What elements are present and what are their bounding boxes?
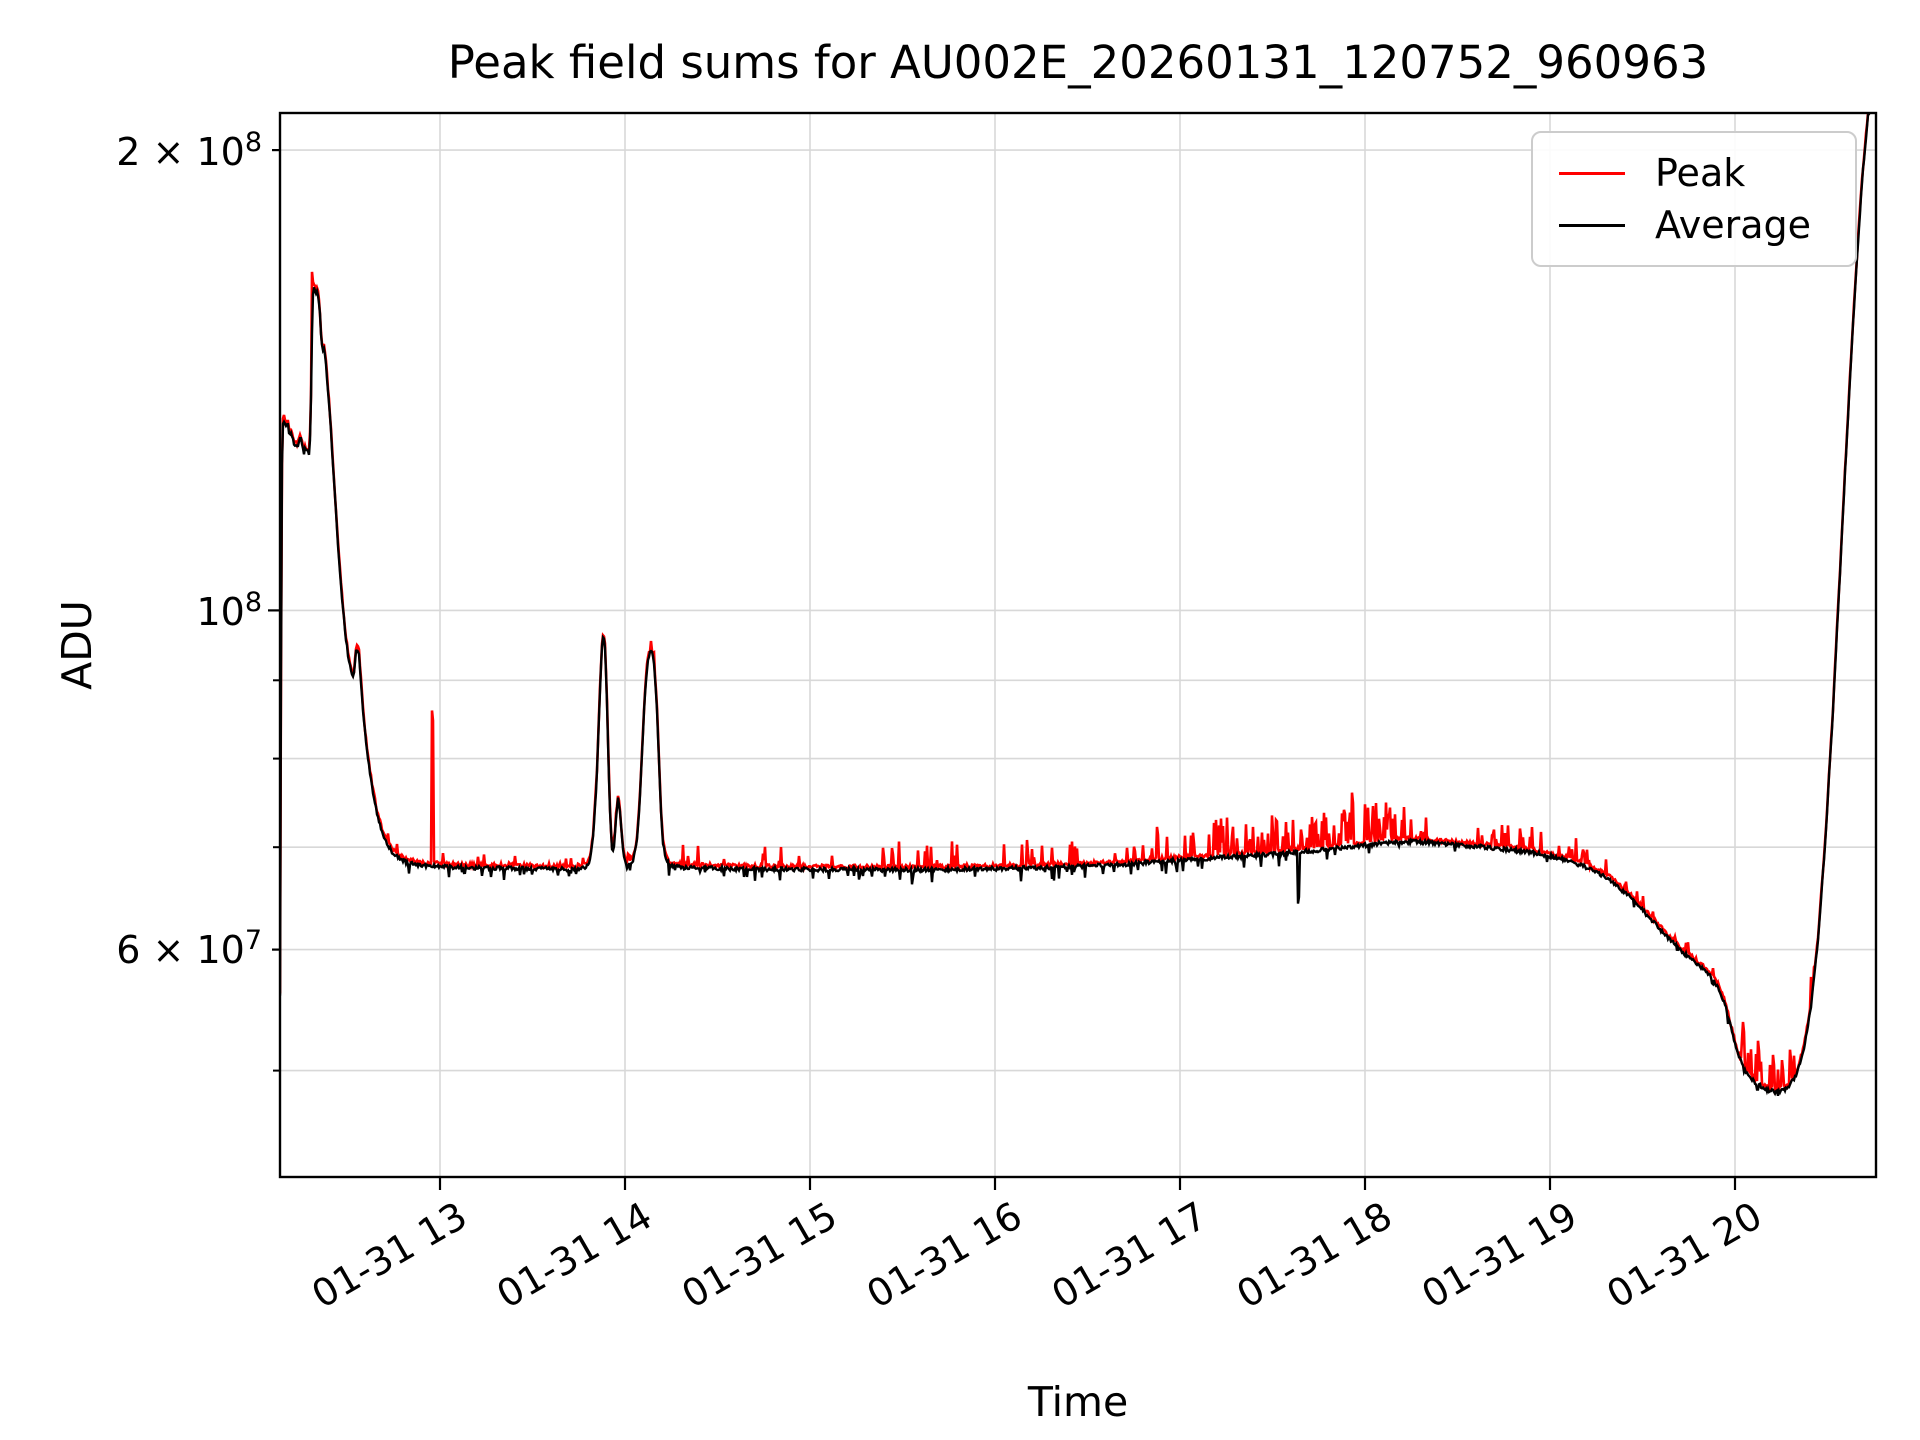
y-tick-text: 2 × 10 <box>116 129 245 174</box>
legend-label-peak: Peak <box>1655 151 1746 195</box>
legend: Peak Average <box>1531 131 1857 267</box>
y-tick-exponent: 8 <box>244 127 262 159</box>
peak-line-swatch <box>1559 171 1625 175</box>
y-tick-exponent: 7 <box>244 925 262 957</box>
y-tick-label-6e7: 6 × 107 <box>32 927 262 969</box>
legend-item-peak: Peak <box>1559 147 1829 199</box>
chart-title: Peak field sums for AU002E_20260131_1207… <box>447 36 1709 89</box>
y-tick-label-2e8: 2 × 108 <box>32 129 262 171</box>
y-tick-label-1e8: 108 <box>32 589 262 631</box>
average-series-line <box>280 113 1871 1097</box>
legend-label-average: Average <box>1655 203 1812 247</box>
y-tick-text: 6 × 10 <box>116 927 245 972</box>
x-axis-label: Time <box>1027 1378 1129 1426</box>
average-line-swatch <box>1559 223 1625 227</box>
legend-item-average: Average <box>1559 199 1829 251</box>
y-tick-text: 10 <box>196 589 245 634</box>
y-tick-exponent: 8 <box>244 587 262 619</box>
